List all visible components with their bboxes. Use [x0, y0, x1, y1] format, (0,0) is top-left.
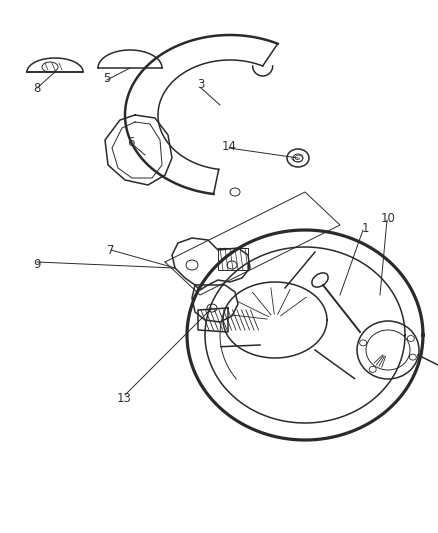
Text: 5: 5: [103, 71, 111, 85]
Text: 7: 7: [107, 244, 115, 256]
Text: 9: 9: [33, 259, 41, 271]
Text: 3: 3: [197, 78, 205, 92]
Text: 8: 8: [33, 82, 41, 94]
Text: 13: 13: [117, 392, 131, 405]
Text: 14: 14: [222, 141, 237, 154]
Text: 1: 1: [361, 222, 369, 235]
Text: 10: 10: [381, 212, 396, 224]
Text: 6: 6: [127, 135, 135, 149]
